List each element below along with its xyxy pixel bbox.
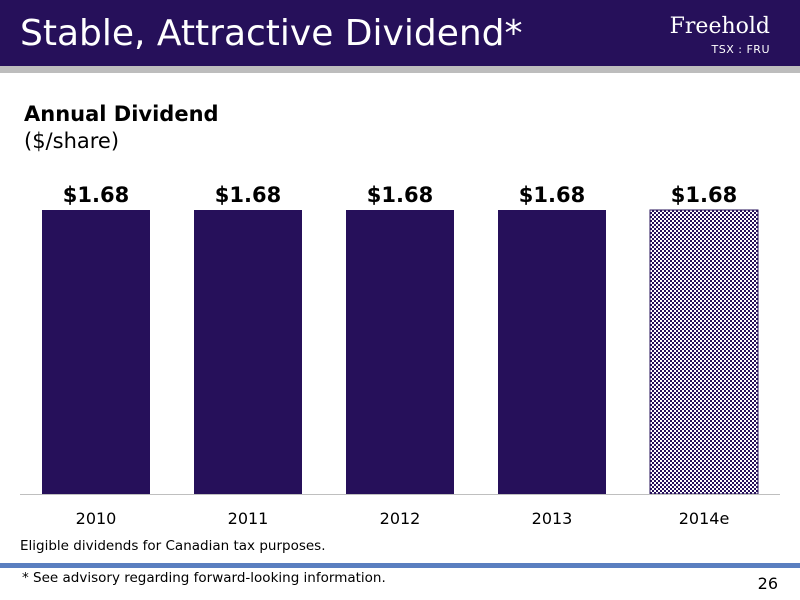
dividend-bar-chart: $1.68 2010 $1.68 2011 $1.68 2012 $1.68 2013 $1.6… — [20, 183, 780, 528]
x-tick-label-2010: 2010 — [76, 509, 117, 528]
company-logo: Freehold TSX : FRU — [670, 15, 770, 57]
page-number: 26 — [757, 574, 778, 593]
data-label-2010: $1.68 — [63, 183, 129, 207]
slide-header — [0, 0, 800, 66]
chart-title: Annual Dividend — [24, 102, 219, 126]
chart-subtitle: ($/share) — [24, 129, 120, 153]
logo-name: Freehold — [669, 14, 770, 39]
footer-line — [0, 563, 800, 568]
bar-2010 — [42, 210, 150, 494]
bar-2013 — [498, 210, 606, 494]
bar-2012 — [346, 210, 454, 494]
data-label-2011: $1.68 — [215, 183, 281, 207]
x-tick-label-2014e: 2014e — [679, 509, 730, 528]
advisory-footnote: * See advisory regarding forward-looking… — [22, 570, 386, 586]
x-tick-label-2011: 2011 — [228, 509, 269, 528]
data-label-2012: $1.68 — [367, 183, 433, 207]
x-tick-label-2012: 2012 — [380, 509, 421, 528]
bar-2011 — [194, 210, 302, 494]
slide-title: Stable, Attractive Dividend* — [20, 13, 523, 54]
data-label-2014e: $1.68 — [671, 183, 737, 207]
x-tick-label-2013: 2013 — [532, 509, 573, 528]
header-underline — [0, 66, 800, 73]
bar-2014e — [649, 209, 759, 495]
eligible-dividends-note: Eligible dividends for Canadian tax purp… — [20, 538, 326, 554]
data-label-2013: $1.68 — [519, 183, 585, 207]
logo-ticker: TSX : FRU — [711, 43, 770, 56]
